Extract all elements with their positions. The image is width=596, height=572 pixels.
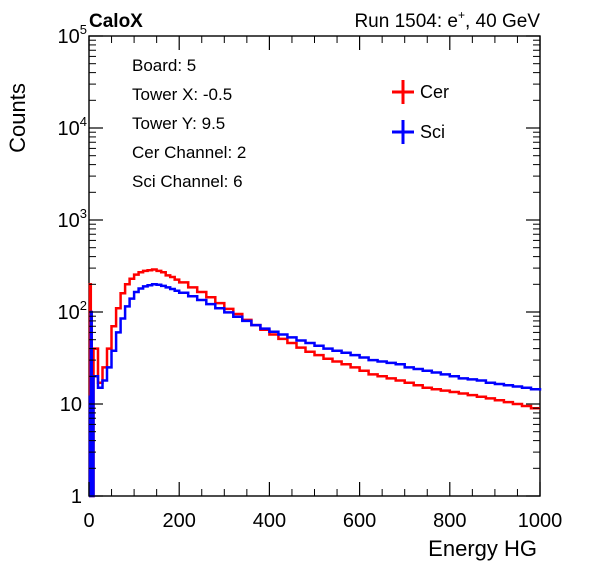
x-tick-label: 1000 <box>518 510 563 532</box>
plot-frame <box>88 35 541 497</box>
y-tick-label: 104 <box>58 114 87 140</box>
series-line-cer <box>88 268 540 498</box>
run-suffix: , 40 GeV <box>465 11 540 32</box>
x-axis-title: Energy HG <box>428 536 537 561</box>
legend-label-sci: Sci <box>420 122 445 142</box>
info-box: Board: 5 Tower X: -0.5 Tower Y: 9.5 Cer … <box>132 56 246 191</box>
x-tick-label: 0 <box>83 510 94 532</box>
x-tick-label: 200 <box>163 510 196 532</box>
run-superscript: + <box>458 8 465 22</box>
x-tick-label: 600 <box>343 510 376 532</box>
series-layer <box>88 268 542 498</box>
y-tick-label: 10 <box>60 394 82 416</box>
legend-marker-cer <box>392 80 414 104</box>
y-tick-label: 105 <box>58 22 87 48</box>
run-label: Run 1504: e+, 40 GeV <box>354 8 540 32</box>
info-sci-channel: Sci Channel: 6 <box>132 172 243 191</box>
legend: Cer Sci <box>392 80 449 144</box>
y-axis-title: Counts <box>5 83 30 153</box>
info-cer-channel: Cer Channel: 2 <box>132 143 246 162</box>
y-tick-label: 103 <box>58 206 87 232</box>
y-tick-label: 1 <box>71 486 82 508</box>
legend-label-cer: Cer <box>420 82 449 102</box>
ticks-layer: 0 200 400 600 800 1000 1 10 102 103 104 105 <box>58 22 563 532</box>
x-tick-label: 400 <box>253 510 286 532</box>
info-board: Board: 5 <box>132 56 196 75</box>
legend-marker-sci <box>392 120 414 144</box>
info-tower-y: Tower Y: 9.5 <box>132 114 225 133</box>
x-tick-label: 800 <box>433 510 466 532</box>
y-tick-label: 102 <box>58 298 87 324</box>
experiment-label: CaloX <box>89 11 143 32</box>
series-line-sci <box>88 283 542 498</box>
info-tower-x: Tower X: -0.5 <box>132 85 232 104</box>
